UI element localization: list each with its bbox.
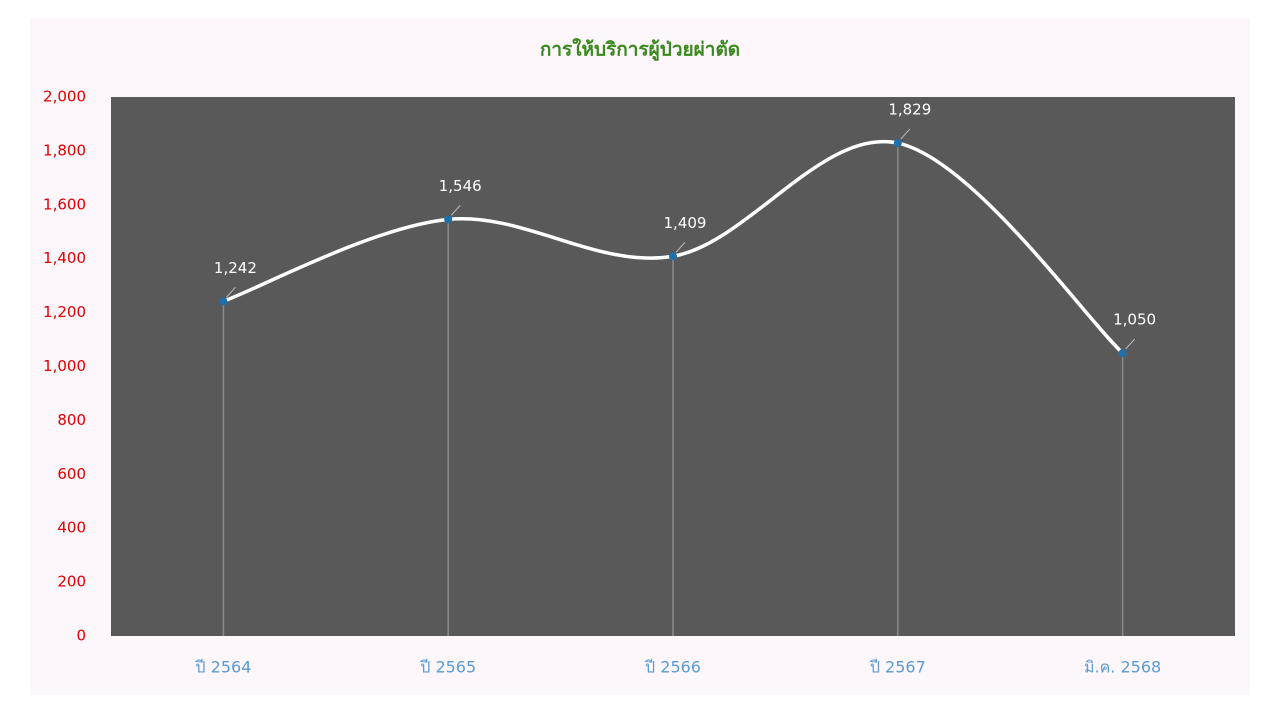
value-label: 1,242 bbox=[214, 259, 257, 277]
y-tick-label: 1,600 bbox=[43, 195, 86, 213]
y-tick-label: 1,800 bbox=[43, 141, 86, 159]
x-tick-label: ปี 2566 bbox=[645, 658, 701, 677]
x-tick-label: ปี 2567 bbox=[869, 658, 925, 677]
line bbox=[222, 139, 1124, 355]
y-tick-label: 1,200 bbox=[43, 303, 86, 321]
y-tick-label: 400 bbox=[57, 519, 86, 537]
leader-line bbox=[900, 128, 911, 140]
marker bbox=[219, 297, 228, 306]
y-tick-label: 0 bbox=[76, 627, 86, 645]
y-tick-label: 1,400 bbox=[43, 249, 86, 267]
value-label: 1,050 bbox=[1113, 311, 1156, 329]
y-tick-label: 200 bbox=[57, 573, 86, 591]
marker bbox=[444, 215, 453, 224]
chart-title: การให้บริการผู้ป่วยผ่าตัด bbox=[540, 38, 740, 62]
y-tick-label: 600 bbox=[57, 465, 86, 483]
y-tick-label: 800 bbox=[57, 411, 86, 429]
x-tick-label: ปี 2565 bbox=[420, 658, 476, 677]
value-label: 1,829 bbox=[888, 101, 931, 119]
value-label: 1,546 bbox=[439, 177, 482, 195]
y-tick-label: 1,000 bbox=[43, 357, 86, 375]
leader-line bbox=[1125, 338, 1135, 350]
leader-line bbox=[450, 205, 461, 216]
x-tick-label: มิ.ค. 2568 bbox=[1084, 658, 1161, 677]
marker bbox=[893, 139, 902, 148]
leader-line bbox=[226, 286, 236, 298]
marker bbox=[1118, 349, 1127, 358]
value-label: 1,409 bbox=[664, 214, 707, 232]
marker bbox=[669, 252, 677, 261]
leader-line bbox=[675, 241, 686, 253]
y-tick-label: 2,000 bbox=[43, 88, 86, 106]
x-tick-label: ปี 2564 bbox=[195, 658, 251, 677]
